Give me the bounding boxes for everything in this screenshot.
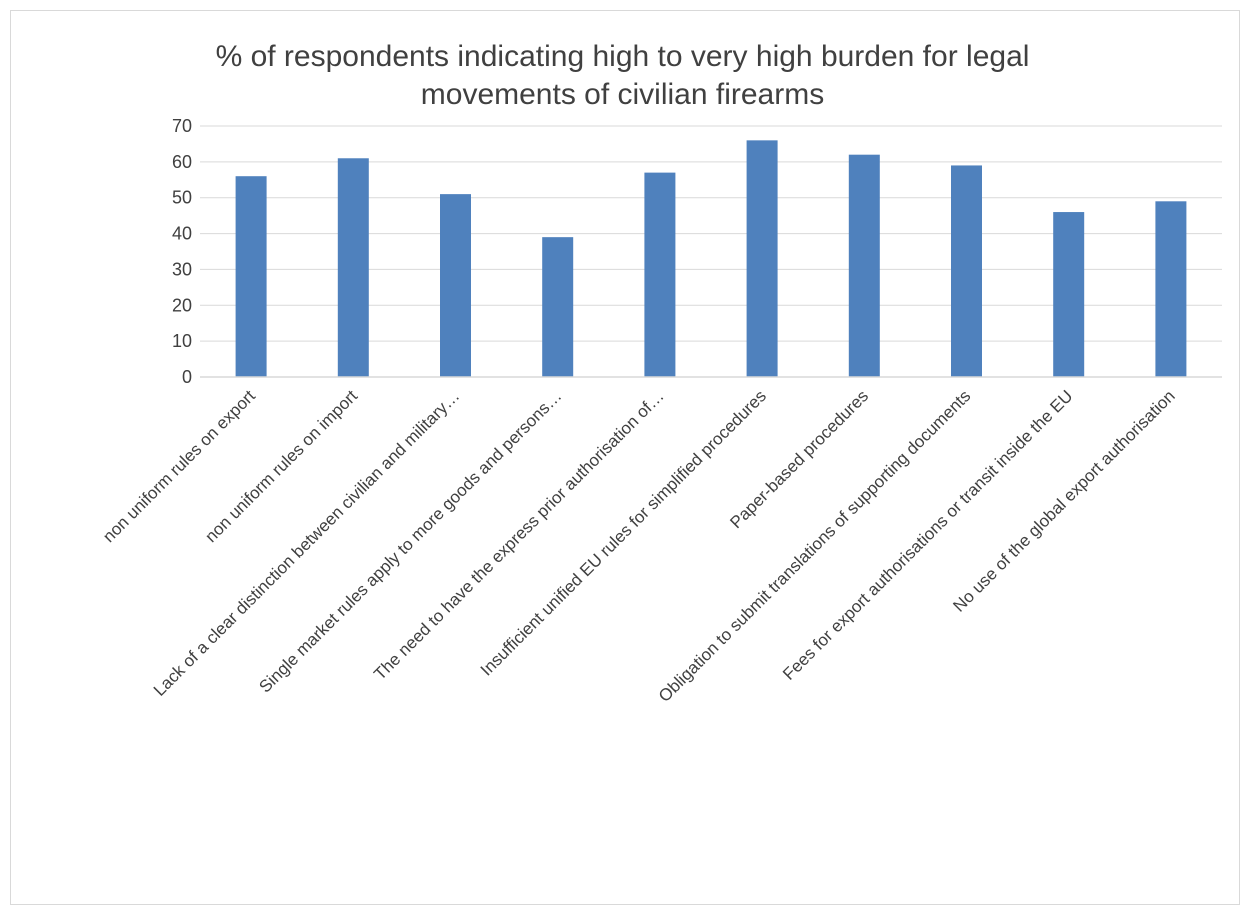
chart-title-line-1: % of respondents indicating high to very… bbox=[215, 40, 1030, 73]
bar bbox=[235, 176, 267, 377]
bar bbox=[337, 158, 369, 377]
bar bbox=[746, 140, 778, 377]
bar bbox=[542, 237, 574, 377]
bar bbox=[1053, 212, 1085, 377]
bar bbox=[848, 154, 880, 377]
bar bbox=[644, 172, 676, 377]
y-tick-label: 30 bbox=[172, 259, 192, 279]
category-label: No use of the global export authorisatio… bbox=[949, 386, 1178, 615]
bars bbox=[235, 140, 1187, 377]
y-tick-label: 0 bbox=[182, 367, 192, 387]
chart-title: % of respondents indicating high to very… bbox=[0, 38, 1245, 114]
y-axis-ticks: 0 10 20 30 40 50 60 70 bbox=[172, 116, 192, 387]
bar bbox=[951, 165, 982, 377]
bar bbox=[440, 194, 471, 377]
bar bbox=[1155, 201, 1187, 377]
y-tick-label: 20 bbox=[172, 295, 192, 315]
gridlines bbox=[200, 125, 1222, 342]
y-tick-label: 70 bbox=[172, 116, 192, 136]
chart-title-line-2: movements of civilian firearms bbox=[420, 78, 825, 111]
y-tick-label: 50 bbox=[172, 188, 192, 208]
y-tick-label: 60 bbox=[172, 152, 192, 172]
y-tick-label: 40 bbox=[172, 224, 192, 244]
chart-frame bbox=[10, 10, 1240, 905]
y-tick-label: 10 bbox=[172, 331, 192, 351]
